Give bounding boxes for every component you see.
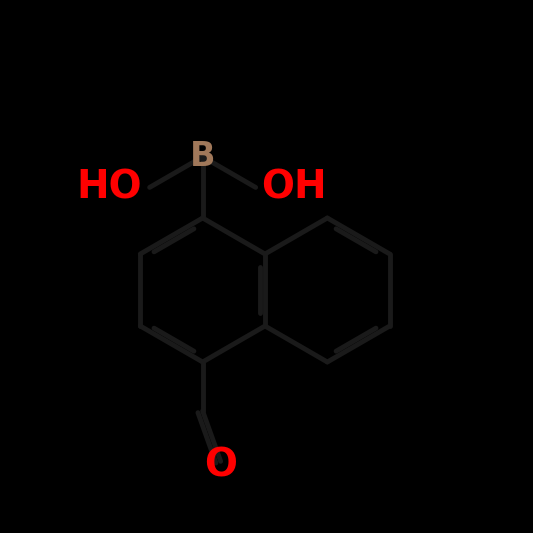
Text: O: O (204, 446, 237, 484)
Text: HO: HO (76, 168, 142, 206)
Text: B: B (190, 140, 215, 173)
Text: OH: OH (261, 168, 326, 206)
